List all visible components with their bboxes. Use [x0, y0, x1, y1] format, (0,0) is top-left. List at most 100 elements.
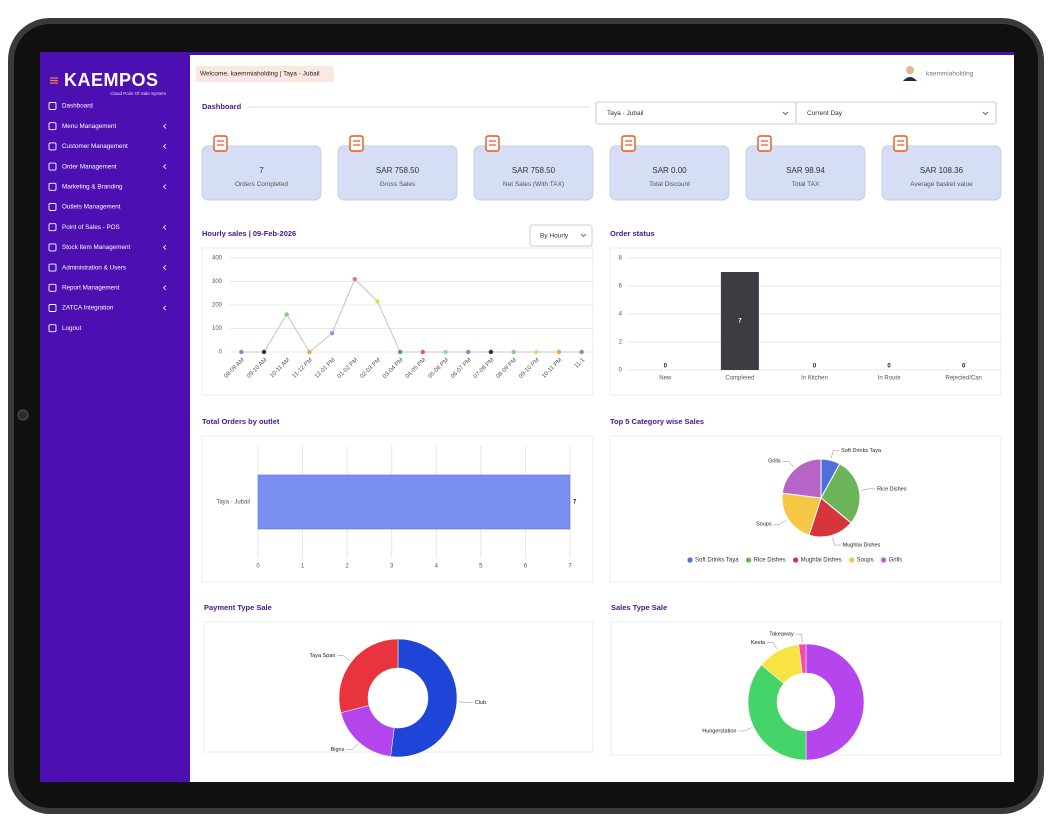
menu-item[interactable]: Report Management: [62, 284, 120, 291]
x-tick-label: 1: [301, 564, 305, 570]
kpi-value: SAR 108.36: [920, 166, 964, 175]
menu-item[interactable]: Marketing & Branding: [62, 183, 123, 190]
menu-item[interactable]: Logout: [62, 325, 82, 332]
menu-arrow: [162, 224, 167, 230]
leader-line: [458, 701, 473, 703]
filter-value[interactable]: Taya - Jubail: [607, 110, 644, 117]
menu-item[interactable]: Customer Management: [62, 143, 128, 150]
dropdown-value[interactable]: By Hourly: [540, 233, 569, 240]
menu-arrow: [162, 244, 167, 250]
menu-icon: [48, 182, 57, 191]
kpi-icon: [485, 135, 500, 152]
data-point: [284, 312, 289, 317]
menu-icon: [48, 122, 57, 131]
menu-icon: [48, 162, 57, 171]
menu-item[interactable]: Administration & Users: [62, 264, 126, 271]
y-tick-label: 6: [619, 284, 623, 290]
data-point: [511, 349, 516, 355]
hamburger[interactable]: [50, 77, 58, 84]
leader-line: [795, 633, 803, 643]
legend-swatch: [792, 557, 799, 563]
data-point: [239, 349, 244, 355]
filter-select[interactable]: [795, 101, 997, 125]
data-point: [397, 349, 403, 355]
slice-label: Taya Span: [309, 653, 335, 659]
x-tick-label: 3: [390, 564, 394, 570]
kpi-label: Average basket value: [910, 181, 973, 188]
value-label: 7: [573, 500, 577, 506]
data-point: [329, 331, 335, 336]
menu-arrow: [162, 164, 167, 170]
avatar[interactable]: [903, 66, 917, 81]
slice-label: Soft Drinks Taya: [841, 448, 882, 454]
value-label: 0: [664, 364, 668, 370]
legend-swatch: [849, 557, 855, 563]
legend-label: Mughlai Dishes: [801, 558, 842, 564]
kpi-card: [609, 145, 730, 201]
slice: [798, 643, 807, 674]
user-name[interactable]: kaemmiaholding: [926, 71, 974, 78]
menu-arrow: [162, 285, 167, 291]
data-point: [375, 299, 380, 304]
slice-label: Soups: [756, 522, 772, 528]
slice-label: Mughlai Dishes: [843, 543, 881, 549]
kpi-card: [881, 145, 1002, 201]
leader-line: [767, 642, 778, 650]
value-label: 7: [738, 319, 742, 325]
kpi-label: Total TAX: [792, 181, 820, 188]
chart-title: Top 5 Category wise Sales: [610, 417, 704, 426]
menu-item[interactable]: Outlets Management: [62, 204, 121, 211]
bar: [720, 272, 759, 370]
kpi-label: Total Discount: [649, 181, 690, 188]
kpi-label: Orders Completed: [235, 181, 288, 188]
legend-label: Grills: [889, 558, 903, 564]
legend-label: Rice Dishes: [754, 558, 786, 564]
welcome-box: [196, 66, 334, 82]
menu-arrow: [162, 265, 167, 271]
kpi-card: [337, 145, 458, 201]
menu-item[interactable]: ZATCA Integration: [62, 305, 114, 312]
y-tick-label: 200: [212, 303, 223, 309]
filter-value[interactable]: Current Day: [807, 110, 843, 117]
value-label: 0: [962, 364, 966, 370]
menu-item[interactable]: Menu Management: [62, 123, 117, 130]
menu-icon: [48, 263, 57, 272]
bar: [257, 474, 571, 530]
menu-item[interactable]: Stock Item Management: [62, 244, 130, 251]
menu-item[interactable]: Dashboard: [62, 103, 93, 110]
legend-swatch: [687, 557, 693, 563]
chart-title: Hourly sales | 09-Feb-2026: [202, 229, 296, 238]
y-tick-label: 0: [619, 368, 623, 374]
kpi-icon: [893, 135, 908, 152]
slice: [781, 492, 822, 536]
slice: [338, 638, 399, 713]
menu-icon: [48, 304, 57, 312]
kpi-value: 7: [259, 166, 264, 175]
brand-tagline: Cloud Point Of Sale System: [110, 91, 166, 96]
x-tick-label: 5: [479, 564, 483, 570]
menu-item[interactable]: Order Management: [62, 163, 117, 170]
dropdown[interactable]: [529, 224, 593, 247]
chart-title: Total Orders by outlet: [202, 417, 280, 426]
x-tick-label: 2: [345, 564, 349, 570]
data-point: [352, 276, 357, 282]
legend-label: Soft Drinks Taya: [695, 558, 739, 564]
x-tick-label: 4: [435, 564, 439, 570]
y-tick-label: 300: [212, 279, 223, 285]
chevron: [782, 111, 789, 116]
menu-icon: [48, 243, 57, 252]
menu-icon: [48, 102, 57, 110]
data-point: [556, 349, 562, 355]
kpi-card: [745, 145, 866, 201]
menu-item[interactable]: Point of Sales - POS: [62, 224, 120, 231]
x-tick-label: In Route: [878, 376, 901, 382]
slice-label: Club: [475, 700, 486, 706]
menu-arrow: [162, 305, 167, 311]
kpi-card: [473, 145, 594, 201]
value-label: 0: [887, 364, 891, 370]
data-point: [307, 349, 312, 355]
leader-line: [830, 450, 840, 459]
kpi-card: [201, 145, 322, 201]
leader-line: [832, 537, 841, 546]
leader-line: [861, 488, 876, 491]
